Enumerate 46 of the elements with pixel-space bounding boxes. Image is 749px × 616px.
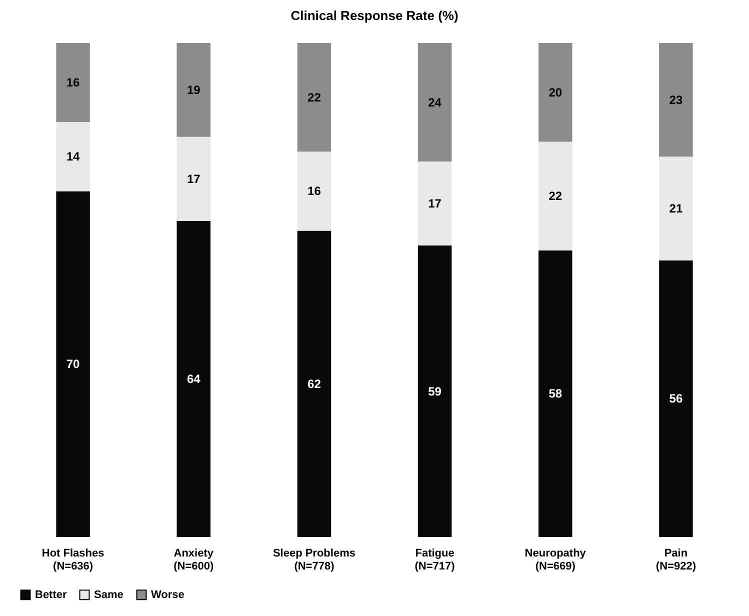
bar xyxy=(659,156,693,260)
data-label: 16 xyxy=(308,184,322,198)
bar xyxy=(538,43,572,142)
x-tick-label: Sleep Problems (N=778) xyxy=(272,548,356,572)
bar xyxy=(418,246,452,537)
data-label: 20 xyxy=(548,85,562,100)
x-tick-label: Hot Flashes (N=636) xyxy=(42,548,104,572)
bar xyxy=(418,43,452,162)
bar xyxy=(176,220,211,537)
data-label: 59 xyxy=(428,384,442,398)
legend-label: Same xyxy=(94,588,124,601)
x-tick-label: Pain (N=922) xyxy=(656,548,696,572)
data-label: 56 xyxy=(669,392,683,406)
bar xyxy=(297,152,332,231)
data-label: 17 xyxy=(428,196,442,211)
data-label: 19 xyxy=(186,82,201,97)
x-tick-label: Anxiety (N=600) xyxy=(174,548,214,572)
data-label: 70 xyxy=(66,357,80,372)
bar xyxy=(176,43,211,137)
x-tick-label: Fatigue (N=717) xyxy=(414,548,456,572)
bar xyxy=(659,43,693,157)
data-label: 22 xyxy=(548,189,562,204)
bar xyxy=(538,250,572,537)
bar xyxy=(176,136,211,221)
chart-title: Clinical Response Rate (%) xyxy=(290,8,458,23)
data-label: 17 xyxy=(186,172,201,186)
data-label: 16 xyxy=(66,76,80,90)
data-label: 14 xyxy=(66,150,80,164)
legend-label: Worse xyxy=(151,588,184,601)
bar xyxy=(297,43,332,152)
x-tick-label: Neuropathy (N=669) xyxy=(524,548,587,572)
bar xyxy=(56,43,90,122)
bar xyxy=(56,191,90,537)
data-label: 62 xyxy=(308,376,322,391)
data-label: 21 xyxy=(669,201,683,216)
data-label: 23 xyxy=(669,92,683,107)
bar xyxy=(56,122,90,192)
bar xyxy=(659,260,693,537)
data-label: 58 xyxy=(548,386,562,401)
data-label: 22 xyxy=(308,90,322,104)
data-label: 64 xyxy=(186,372,201,386)
bar xyxy=(297,230,332,537)
data-label: 24 xyxy=(428,95,442,110)
bar xyxy=(418,162,452,246)
bar xyxy=(538,142,572,250)
legend-label: Better xyxy=(35,588,68,601)
